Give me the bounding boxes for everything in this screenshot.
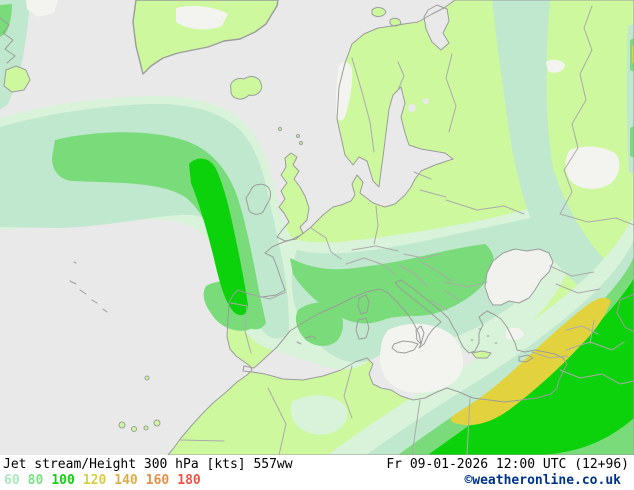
russia-white-patch-small xyxy=(546,59,565,73)
russia-white-patch xyxy=(565,146,620,189)
band-80kts-northwest-corner xyxy=(0,4,12,37)
coastlines xyxy=(0,0,634,455)
band-100kts-atlantic-core xyxy=(189,158,248,316)
lake-onega xyxy=(423,98,429,104)
anatolia-white-patch xyxy=(506,327,524,341)
legend-value-140: 140 xyxy=(114,473,138,488)
aegean-islands xyxy=(470,328,498,344)
map-canvas xyxy=(0,0,634,455)
canary-island xyxy=(131,426,137,432)
scandes-white-patch xyxy=(336,62,353,121)
labrador-white-patch xyxy=(26,0,58,17)
legend-value-60: 60 xyxy=(4,473,20,488)
legend-value-100: 100 xyxy=(51,473,75,488)
map-title: Jet stream/Height 300 hPa [kts] 557ww xyxy=(3,457,293,472)
band-80kts-east-spain xyxy=(295,302,343,346)
weather-map xyxy=(0,0,634,455)
band-pale-north-africa xyxy=(290,395,348,435)
legend-value-160: 160 xyxy=(145,473,170,488)
labrador-coast-squiggle xyxy=(0,17,16,64)
legend-value-80: 80 xyxy=(27,473,44,488)
white-patches xyxy=(26,0,620,393)
band-100kts-southeast xyxy=(428,278,634,455)
map-copyright: ©weatheronline.co.uk xyxy=(464,473,621,488)
inland-seas xyxy=(243,5,634,402)
azores-islands xyxy=(69,261,108,313)
country-borders xyxy=(179,5,634,455)
lake-ladoga xyxy=(408,104,416,112)
band-80kts-right-edge-lower xyxy=(630,126,634,158)
ionian-low-patch xyxy=(379,323,464,393)
canary-island xyxy=(144,426,148,430)
map-datetime: Fr 09-01-2026 12:00 UTC (12+96) xyxy=(386,457,629,472)
band-120kts-southeast-core xyxy=(451,297,611,426)
greenland-ice-patch xyxy=(176,6,228,30)
balearic-islands xyxy=(296,335,317,345)
canary-island xyxy=(154,420,160,426)
wind-speed-legend: 60 80 100 120 140 160 180 xyxy=(4,473,209,488)
map-footer: Jet stream/Height 300 hPa [kts] 557ww Fr… xyxy=(0,455,634,490)
legend-value-180: 180 xyxy=(177,473,201,488)
legend-value-120: 120 xyxy=(82,473,107,488)
madeira-island xyxy=(145,376,149,380)
canary-island xyxy=(119,422,125,428)
band-60kts-russia-diagonal xyxy=(492,0,634,321)
